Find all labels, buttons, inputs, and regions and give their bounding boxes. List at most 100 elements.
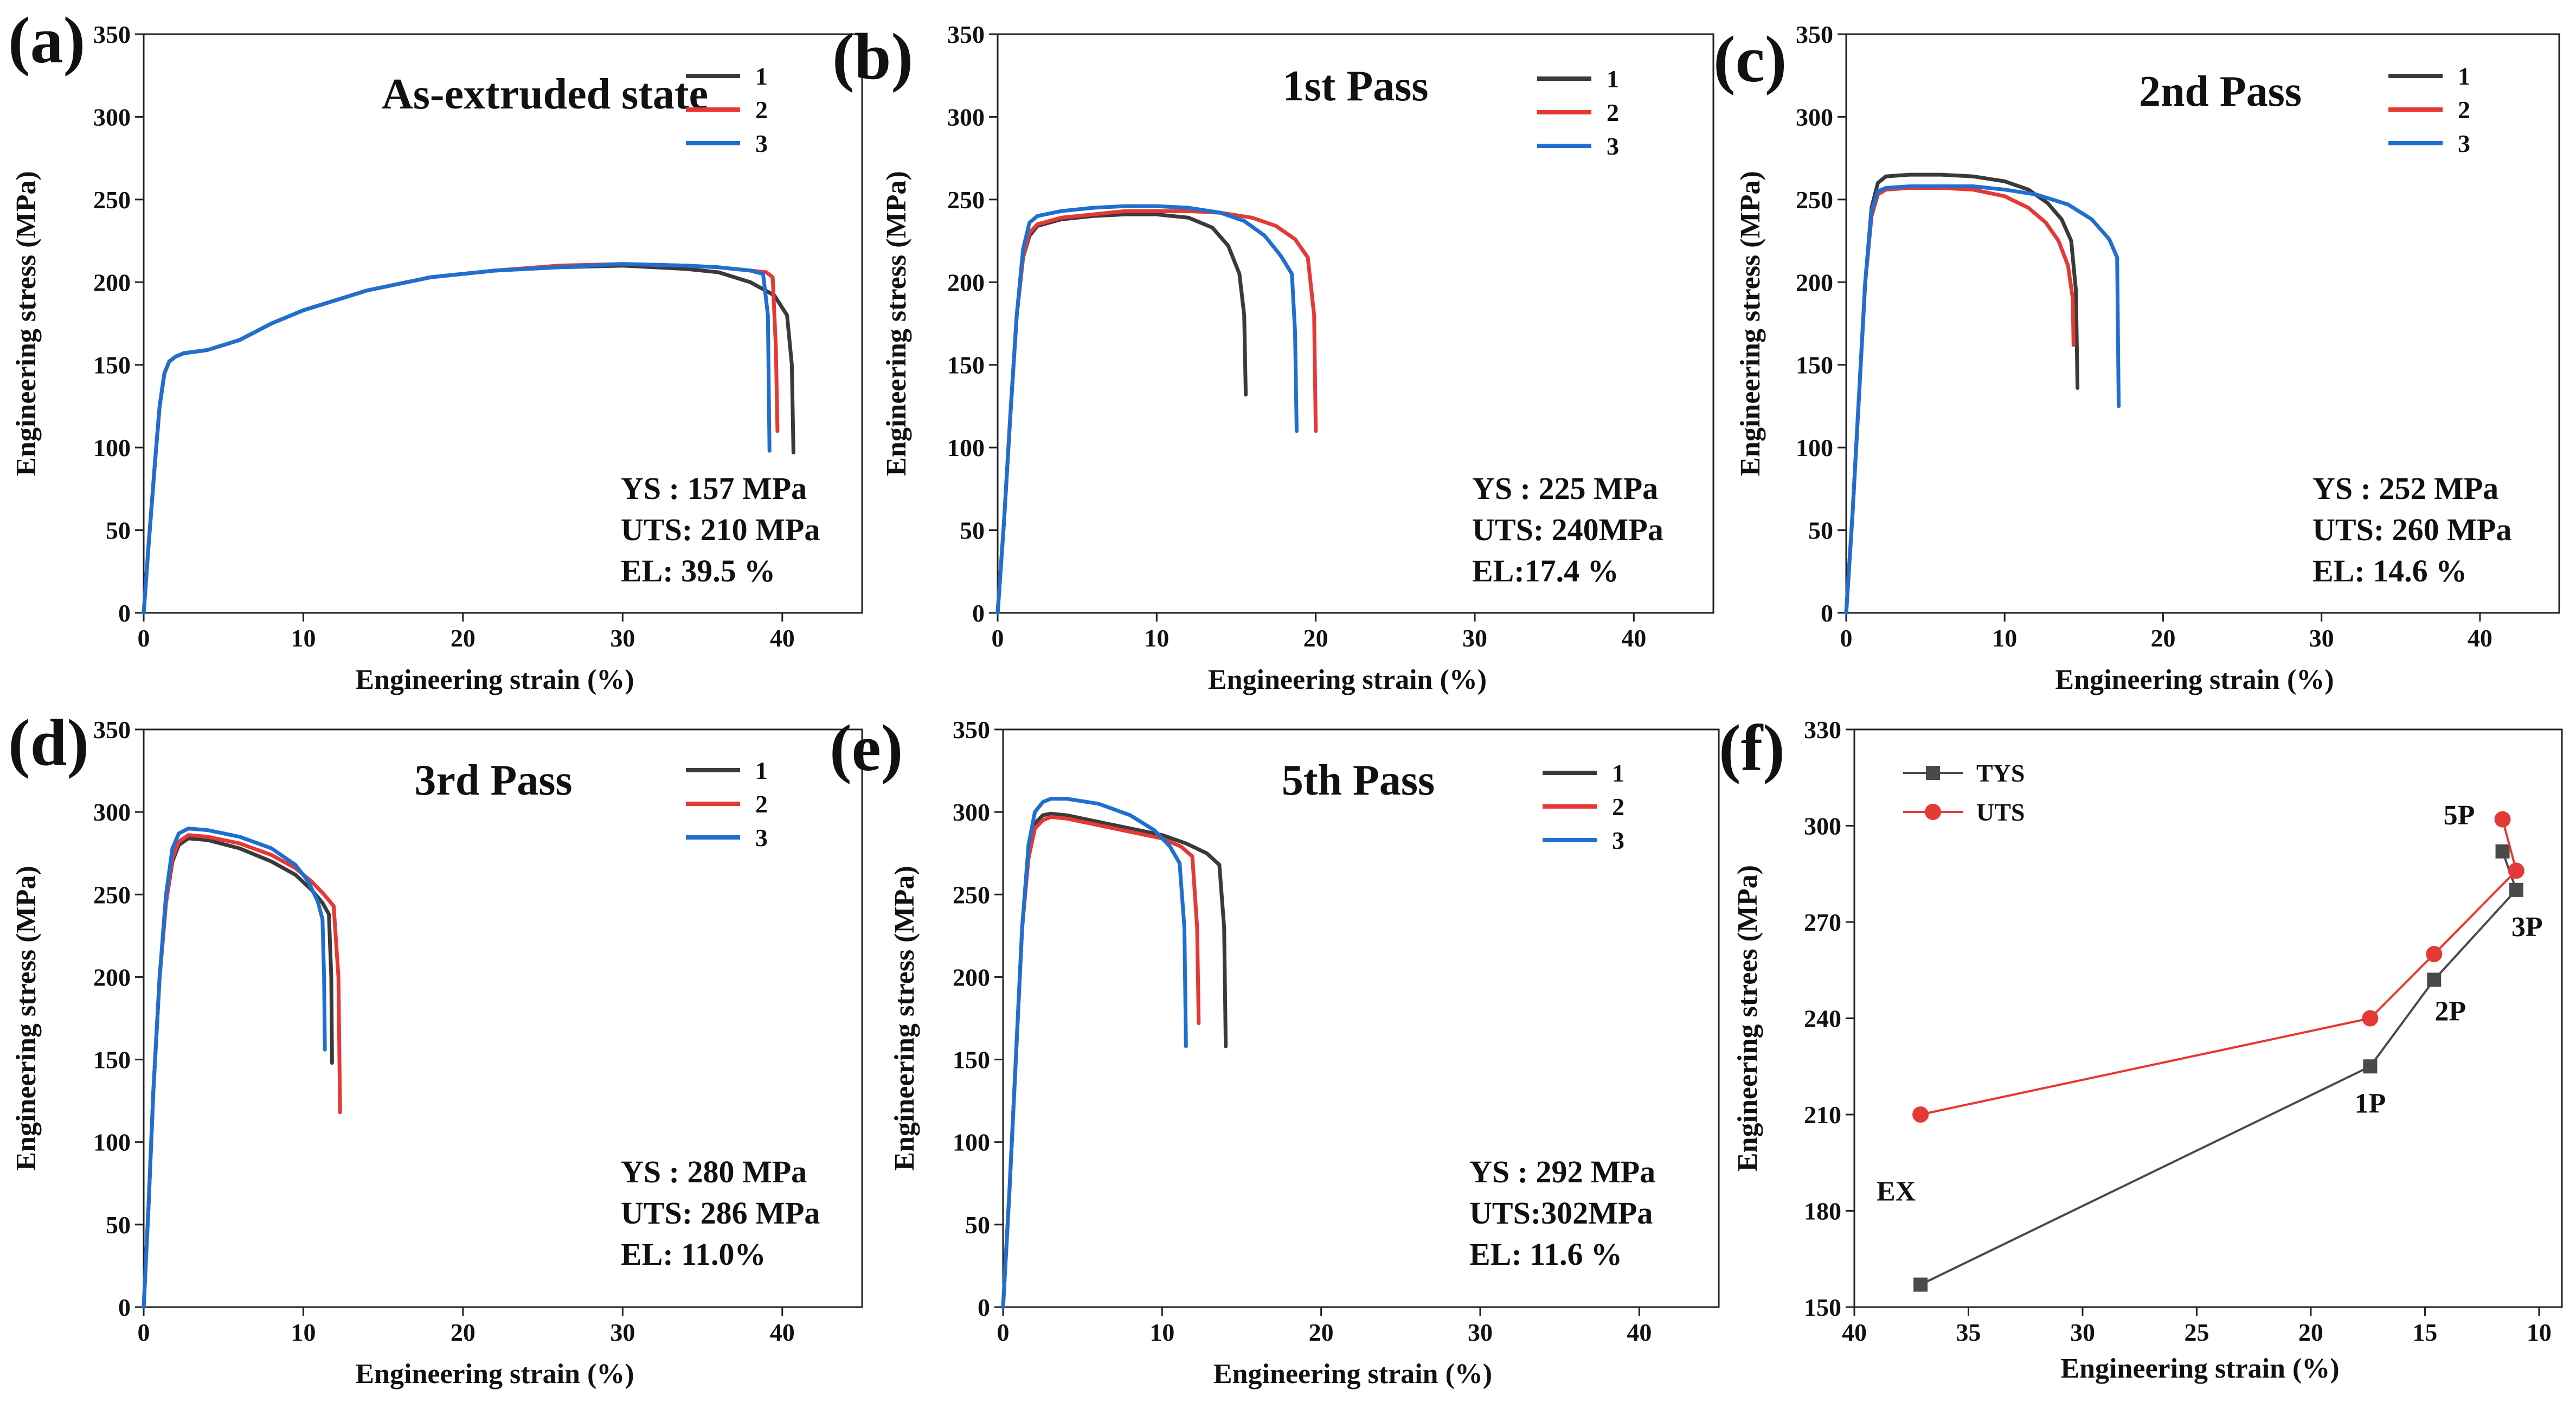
panel-title: 5th Pass <box>1282 757 1435 804</box>
stat-line: UTS:302MPa <box>1469 1195 1653 1231</box>
stat-line: EL: 11.6 % <box>1469 1237 1622 1272</box>
y-tick-label: 300 <box>93 103 131 131</box>
legend-label-1: 1 <box>1612 759 1624 787</box>
y-tick-label: 250 <box>93 186 131 214</box>
point-label-EX: EX <box>1877 1176 1916 1207</box>
point-label-5P: 5P <box>2444 800 2475 831</box>
y-tick-label: 50 <box>106 1211 131 1239</box>
y-axis-label: Engineering stress (MPa) <box>889 866 920 1170</box>
y-tick-label: 150 <box>1804 1294 1841 1321</box>
series-line-3 <box>142 262 772 615</box>
y-tick-label: 200 <box>1796 268 1833 296</box>
x-axis-label: Engineering strain (%) <box>355 664 634 695</box>
legend-label-2: 2 <box>2458 96 2470 124</box>
legend-label-1: 1 <box>755 757 768 784</box>
y-tick-label: 150 <box>93 351 131 379</box>
legend-label-UTS: UTS <box>1976 798 2025 826</box>
x-tick-label: 10 <box>291 624 316 652</box>
data-point-UTS <box>2426 946 2443 963</box>
x-axis-label: Engineering strain (%) <box>355 1359 634 1390</box>
y-tick-label: 200 <box>953 963 990 991</box>
legend-label-1: 1 <box>2458 62 2470 90</box>
x-tick-label: 40 <box>1621 624 1646 652</box>
series-line-2 <box>995 209 1318 615</box>
series-line-2 <box>1844 186 2076 615</box>
stat-line: UTS: 210 MPa <box>621 512 820 547</box>
panel-title: As-extruded state <box>382 71 708 118</box>
stat-line: UTS: 286 MPa <box>621 1195 820 1231</box>
stat-line: EL: 39.5 % <box>621 553 775 588</box>
series-line-3 <box>1001 797 1188 1309</box>
x-tick-label: 10 <box>1144 624 1169 652</box>
y-tick-label: 250 <box>93 881 131 908</box>
y-tick-label: 50 <box>965 1211 990 1239</box>
y-tick-label: 250 <box>947 186 985 214</box>
stat-line: YS : 252 MPa <box>2312 471 2498 506</box>
y-tick-label: 0 <box>1821 599 1833 627</box>
y-tick-label: 0 <box>972 599 985 627</box>
panel-c-label: (c) <box>1713 23 1787 96</box>
panel-title: 3rd Pass <box>414 757 572 804</box>
x-tick-label: 40 <box>1842 1318 1867 1346</box>
y-tick-label: 180 <box>1804 1198 1841 1225</box>
y-tick-label: 270 <box>1804 908 1841 936</box>
panel-a: (a) 0 10 20 30 40 0 50 100 150 200 250 300 350 Enginee… <box>8 4 863 695</box>
y-tick-label: 330 <box>1804 716 1841 744</box>
x-tick-label: 10 <box>1992 624 2017 652</box>
x-tick-label: 20 <box>451 624 476 652</box>
point-label-1P: 1P <box>2355 1088 2386 1119</box>
y-tick-label: 350 <box>93 716 131 744</box>
plot-frame <box>1002 728 1720 1308</box>
data-point-TYS <box>2509 882 2523 897</box>
y-tick-label: 200 <box>93 963 131 991</box>
series-line-1 <box>1001 811 1228 1309</box>
legend-marker-UTS <box>1925 804 1941 820</box>
y-tick-label: 250 <box>1796 186 1833 214</box>
plot-frame <box>1845 33 2560 614</box>
panel-a-label: (a) <box>8 4 85 77</box>
legend-label-2: 2 <box>755 790 768 818</box>
x-axis-label: Engineering strain (%) <box>2055 664 2334 695</box>
series-line-2 <box>1001 815 1201 1309</box>
x-tick-label: 30 <box>2070 1318 2095 1346</box>
legend-label-TYS: TYS <box>1976 759 2025 787</box>
x-tick-label: 40 <box>770 1318 795 1346</box>
series-line-1 <box>142 836 334 1309</box>
x-tick-label: 30 <box>610 1318 635 1346</box>
y-tick-label: 150 <box>1796 351 1833 379</box>
x-tick-label: 30 <box>2309 624 2334 652</box>
legend-label-3: 3 <box>755 824 768 852</box>
y-tick-label: 350 <box>93 21 131 48</box>
y-tick-label: 300 <box>1796 103 1833 131</box>
y-tick-label: 150 <box>947 351 985 379</box>
legend-label-2: 2 <box>1612 793 1624 821</box>
y-axis-label: Engineering stress (MPa) <box>11 866 42 1170</box>
x-axis-label: Engineering strain (%) <box>1208 664 1487 695</box>
panel-f: (f) 40 35 30 25 20 15 10 150 180 210 240 270 300 330 En… <box>1719 712 2563 1384</box>
panel-c: (c) 0 10 20 30 40 0 50 100 150 200 250 300 350 Enginee… <box>1713 21 2560 695</box>
y-tick-label: 50 <box>1808 517 1833 545</box>
stat-line: EL: 11.0% <box>621 1237 766 1272</box>
y-tick-label: 350 <box>947 21 985 48</box>
x-tick-label: 20 <box>1309 1318 1334 1346</box>
x-tick-label: 30 <box>1462 624 1487 652</box>
x-tick-label: 20 <box>451 1318 476 1346</box>
y-tick-label: 150 <box>953 1046 990 1074</box>
x-tick-label: 0 <box>992 624 1004 652</box>
panel-d: (d) 0 10 20 30 40 0 50 100 150 200 250 300 350 Enginee… <box>8 706 863 1390</box>
panel-e-label: (e) <box>830 712 903 785</box>
panel-d-label: (d) <box>8 706 89 779</box>
data-point-TYS <box>2427 972 2442 987</box>
legend-label-3: 3 <box>1612 827 1624 854</box>
x-axis-label: Engineering strain (%) <box>2060 1353 2339 1384</box>
x-tick-label: 10 <box>2527 1318 2552 1346</box>
y-tick-label: 200 <box>947 268 985 296</box>
plot-frame <box>997 33 1714 614</box>
y-tick-label: 350 <box>953 716 990 744</box>
series-line-UTS <box>1920 819 2518 1116</box>
stat-line: EL:17.4 % <box>1472 553 1619 588</box>
y-tick-label: 100 <box>1796 434 1833 462</box>
y-tick-label: 300 <box>1804 812 1841 840</box>
y-tick-label: 100 <box>953 1129 990 1156</box>
data-point-UTS <box>2494 811 2511 828</box>
